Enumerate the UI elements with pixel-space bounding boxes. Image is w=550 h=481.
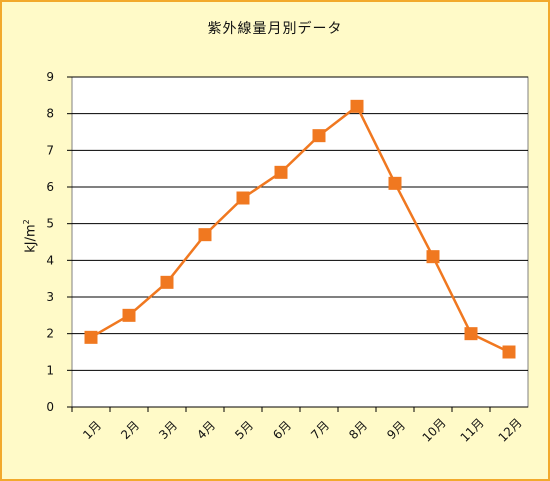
x-tick-label: 6月 (270, 418, 294, 442)
x-tick-label: 3月 (156, 418, 180, 442)
y-tick-label: 3 (46, 290, 54, 304)
data-point (274, 165, 288, 179)
data-point (350, 99, 364, 113)
y-tick-label: 9 (46, 70, 54, 84)
data-point (464, 327, 478, 341)
data-point (388, 176, 402, 190)
series-markers (84, 99, 516, 359)
x-axis-ticks: 1月 2月 3月 4月 5月 6月 7月 8月 9月 10月 11月 12月 (71, 406, 528, 445)
x-tick-label: 1月 (80, 418, 104, 442)
x-tick-label: 12月 (496, 416, 525, 445)
plot-area (71, 76, 529, 408)
data-point (236, 191, 250, 205)
y-tick-label: 1 (46, 363, 54, 377)
x-tick-label: 4月 (194, 418, 218, 442)
y-axis-ticks: 0 1 2 3 4 5 6 7 8 9 (46, 70, 72, 414)
y-tick-label: 2 (46, 327, 54, 341)
x-tick-label: 5月 (232, 418, 256, 442)
data-point (426, 250, 440, 264)
x-tick-label: 10月 (420, 416, 449, 445)
y-tick-label: 6 (46, 180, 54, 194)
x-tick-label: 2月 (118, 418, 142, 442)
x-tick-label: 7月 (308, 418, 332, 442)
x-tick-label: 8月 (346, 418, 370, 442)
x-tick-label: 9月 (384, 418, 408, 442)
y-tick-label: 4 (46, 253, 54, 267)
grid-lines (72, 76, 528, 371)
data-point (84, 330, 98, 344)
data-point (122, 308, 136, 322)
data-point (198, 228, 212, 242)
y-tick-label: 7 (46, 143, 54, 157)
y-tick-label: 0 (46, 400, 54, 414)
chart-title: 紫外線量月別データ (207, 21, 343, 37)
y-tick-label: 8 (46, 107, 54, 121)
y-tick-label: 5 (46, 217, 54, 231)
data-point (502, 345, 516, 359)
data-point (312, 129, 326, 143)
data-point (160, 275, 174, 289)
x-tick-label: 11月 (458, 416, 487, 445)
